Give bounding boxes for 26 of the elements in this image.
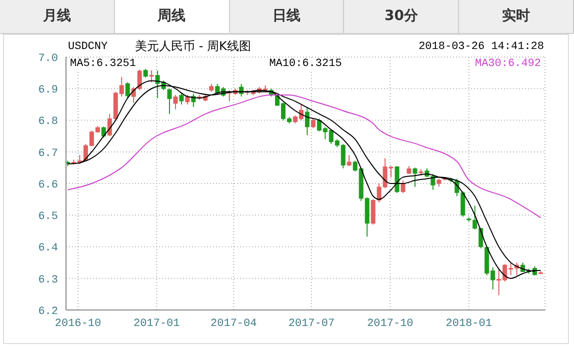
x-tick-label: 2018-01 xyxy=(446,318,492,330)
chart-subtitle: USDCNY xyxy=(68,41,108,53)
y-tick-label: 6.6 xyxy=(38,179,58,192)
y-tick-label: 6.8 xyxy=(38,116,58,128)
text: MA30:6.492 xyxy=(474,58,541,70)
x-tick-label: 2017-07 xyxy=(288,318,335,330)
text: 30分 xyxy=(344,0,460,33)
y-tick-label: 6.4 xyxy=(38,242,58,255)
x-tick-label: 2017-04 xyxy=(210,318,258,330)
text: 月线 xyxy=(0,0,115,33)
y-tick-label: 6.5 xyxy=(38,211,58,224)
y-tick-label: 6.7 xyxy=(38,148,58,160)
y-tick-label: 6.2 xyxy=(38,306,58,318)
series-label: MA5:6.3251 xyxy=(70,58,136,70)
text: 实时 xyxy=(459,0,574,33)
text: 2018-03-26 14:41:28 xyxy=(418,41,544,53)
series-label: MA10:6.3215 xyxy=(269,58,342,70)
x-tick-label: 2017-01 xyxy=(134,318,180,330)
y-tick-label: 7.0 xyxy=(38,52,58,65)
y-tick-label: 6.9 xyxy=(38,84,58,97)
chart-title: 美元人民币 - 周K线图 xyxy=(135,38,251,55)
x-tick-label: 2017-10 xyxy=(367,318,414,330)
y-tick-label: 6.3 xyxy=(38,274,58,286)
x-tick-label: 2016-10 xyxy=(54,318,102,330)
text: 周线 xyxy=(114,0,230,33)
text: 日线 xyxy=(230,0,344,33)
